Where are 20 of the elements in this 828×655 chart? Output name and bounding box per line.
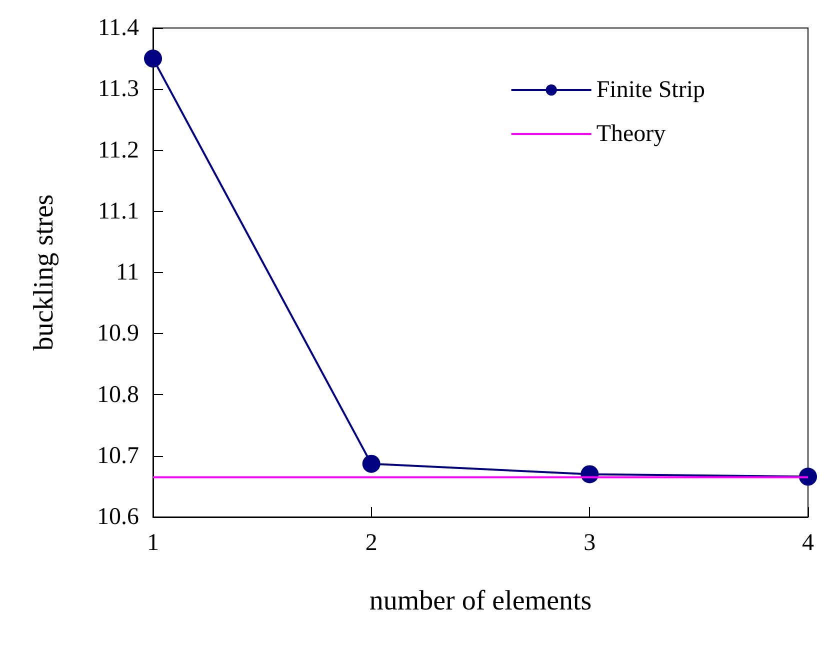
y-tick-label: 10.9 [97,320,139,347]
x-tick-label: 1 [147,530,159,556]
y-tick-label: 11.1 [98,198,139,224]
y-tick-label: 11.4 [98,15,139,41]
x-tick-label: 2 [365,530,378,556]
x-tick-label: 4 [802,530,814,556]
y-tick-label: 11.3 [98,76,139,102]
y-tick-label: 11 [116,260,139,286]
legend-label: Theory [596,121,666,147]
y-tick-label: 10.6 [97,504,139,530]
x-tick-label: 3 [584,530,596,556]
y-axis-title: buckling stres [28,194,60,351]
y-tick-label: 11.2 [98,137,139,164]
point [144,50,162,68]
point [362,454,380,473]
y-tick-label: 10.7 [97,442,139,469]
x-axis-title: number of elements [369,586,592,616]
legend-label: Finite Strip [596,77,706,103]
y-tick-label: 10.8 [97,382,139,408]
point [799,468,817,486]
